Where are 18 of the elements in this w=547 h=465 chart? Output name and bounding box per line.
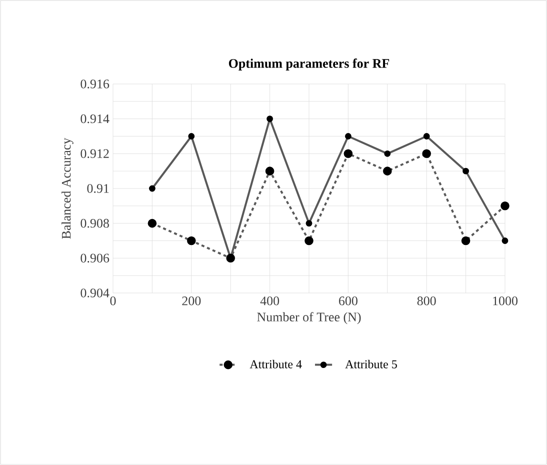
y-tick-label: 0.914 — [80, 114, 110, 124]
y-tick-label: 0.91 — [87, 184, 109, 193]
x-tick-label: 1000 — [493, 296, 518, 306]
y-axis-title: Balanced Accuracy — [62, 138, 74, 239]
x-tick-label: 800 — [417, 296, 436, 306]
y-tick-label: 0.908 — [80, 218, 109, 228]
x-axis-title: Number of Tree (N) — [257, 312, 361, 324]
chart-title: Optimum parameters for RF — [228, 58, 390, 70]
x-tick-label: 600 — [339, 296, 358, 306]
y-tick-label: 0.912 — [80, 149, 109, 158]
y-tick-label: 0.916 — [80, 80, 110, 88]
x-tick-label: 0 — [110, 296, 116, 306]
legend-label: Attribute 4 — [250, 360, 302, 368]
x-tick-label: 200 — [182, 296, 201, 306]
legend-label: Attribute 5 — [345, 360, 397, 368]
y-tick-label: 0.906 — [80, 254, 110, 263]
y-tick-label: 0.904 — [80, 288, 110, 298]
x-tick-label: 400 — [260, 296, 280, 306]
